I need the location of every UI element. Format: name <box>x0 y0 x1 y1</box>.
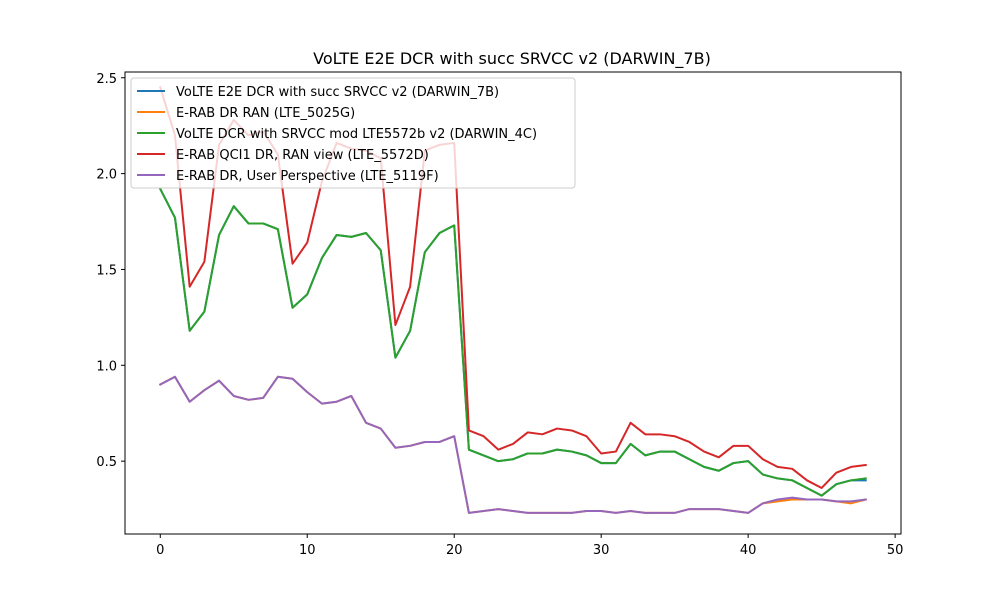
series-line-2 <box>158 187 867 497</box>
y-tick-label: 1.5 <box>96 263 117 278</box>
legend-label-1: E-RAB DR RAN (LTE_5025G) <box>176 106 355 121</box>
legend-box <box>130 77 576 189</box>
x-tick-label: 50 <box>887 543 904 558</box>
x-axis: 0 10 20 30 40 50 <box>156 534 903 558</box>
y-tick-label: 0.5 <box>96 455 117 470</box>
y-tick-label: 1.0 <box>96 359 117 374</box>
legend-label-4: E-RAB DR, User Perspective (LTE_5119F) <box>176 169 439 184</box>
x-tick-label: 10 <box>299 543 316 558</box>
legend: VoLTE E2E DCR with succ SRVCC v2 (DARWIN… <box>130 77 576 189</box>
chart-title: VoLTE E2E DCR with succ SRVCC v2 (DARWIN… <box>313 49 711 69</box>
legend-label-2: VoLTE DCR with SRVCC mod LTE5572b v2 (DA… <box>176 127 537 142</box>
axes-frame <box>124 71 902 535</box>
x-tick-label: 30 <box>593 543 610 558</box>
x-tick-label: 0 <box>156 543 164 558</box>
legend-label-0: VoLTE E2E DCR with succ SRVCC v2 (DARWIN… <box>176 85 499 100</box>
y-axis: 0.5 1.0 1.5 2.0 2.5 <box>96 72 125 470</box>
legend-items: VoLTE E2E DCR with succ SRVCC v2 (DARWIN… <box>137 85 537 184</box>
legend-label-3: E-RAB QCI1 DR, RAN view (LTE_5572D) <box>176 148 429 163</box>
series-line-4 <box>158 375 867 514</box>
y-tick-label: 2.0 <box>96 168 117 183</box>
x-tick-label: 40 <box>740 543 757 558</box>
y-tick-label: 2.5 <box>96 72 117 87</box>
x-tick-label: 20 <box>446 543 463 558</box>
